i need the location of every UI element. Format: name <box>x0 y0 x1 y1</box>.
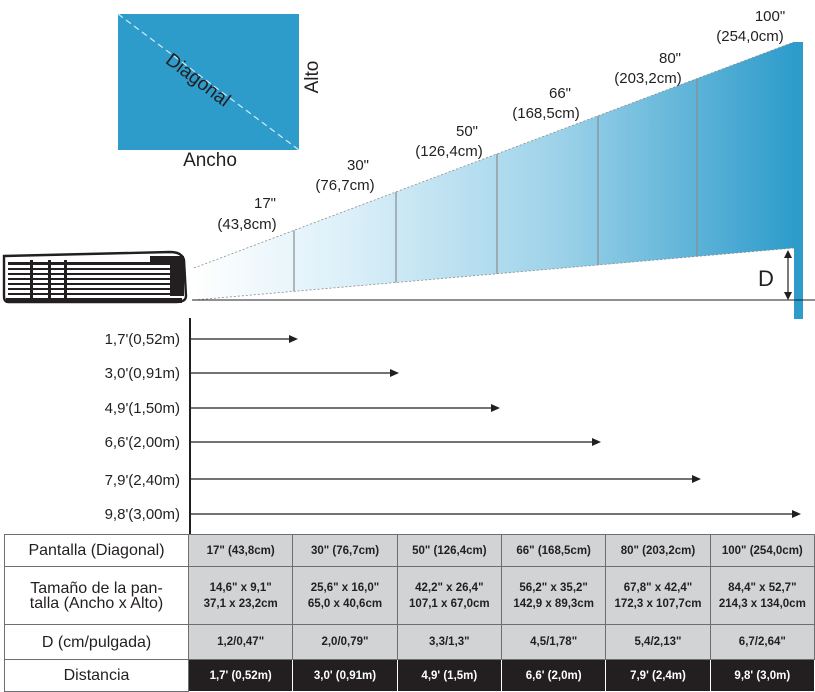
table-cell: 3,3/1,3" <box>396 624 502 660</box>
size-inches: 25,6" x 16,0" <box>310 581 380 594</box>
table-cell: 17" (43,8cm) <box>187 534 294 567</box>
beam-top-edge <box>193 41 795 269</box>
table-cell: 56,2" x 35,2" 142,9 x 89,3cm <box>500 566 607 625</box>
screen-metric-label: (168,5cm) <box>512 105 580 122</box>
table-cell: 67,8" x 42,4" 172,3 x 107,7cm <box>605 566 711 625</box>
row-header-size-line: talla (Ancho x Alto) <box>29 594 164 612</box>
table-cell: 1,2/0,47" <box>187 624 294 660</box>
screen-size-label: 100" <box>755 8 785 25</box>
projection-diagram: Diagonal Alto Ancho D 17" (43,8cm) 30" (… <box>2 8 815 534</box>
table-row: Distancia 1,7' (0,52m) 3,0' (0,91m) 4,9'… <box>4 659 815 692</box>
table-cell: 1,7' (0,52m) <box>187 659 294 692</box>
row-header-distance: Distancia <box>4 659 189 692</box>
distance-label: 4,9'(1,50m) <box>105 400 180 417</box>
d-offset-indicator: D <box>758 250 792 300</box>
distance-arrow-head <box>592 438 601 446</box>
table-cell: 25,6" x 16,0" 65,0 x 40,6cm <box>292 566 398 625</box>
size-cm: 142,9 x 89,3cm <box>513 597 594 610</box>
table-cell: 66" (168,5cm) <box>500 534 607 567</box>
screen-size-label: 17" <box>254 195 276 212</box>
projection-beam <box>193 41 795 301</box>
table-cell: 5,4/2,13" <box>605 624 711 660</box>
screen-size-label: 80" <box>659 50 681 67</box>
screen-dividers <box>293 78 698 292</box>
size-inches: 14,6" x 9,1" <box>209 581 272 594</box>
screen-size-labels: 17" (43,8cm) 30" (76,7cm) 50" (126,4cm) … <box>217 8 785 233</box>
screen-size-label: 66" <box>549 85 571 102</box>
d-label: D <box>758 266 774 291</box>
table-cell: 42,2" x 26,4" 107,1 x 67,0cm <box>396 566 502 625</box>
table-cell: 80" (203,2cm) <box>605 534 711 567</box>
screen-illustration: Diagonal Alto Ancho <box>117 13 323 171</box>
height-label: Alto <box>302 61 323 94</box>
wall-bar <box>794 42 803 319</box>
size-cm: 37,1 x 23,2cm <box>203 597 278 610</box>
distance-label: 7,9'(2,40m) <box>105 472 180 489</box>
screen-size-label: 50" <box>456 123 478 140</box>
screen-metric-label: (76,7cm) <box>315 177 374 194</box>
screen-metric-label: (126,4cm) <box>415 143 483 160</box>
screen-metric-label: (43,8cm) <box>217 216 276 233</box>
row-header-size: Tamaño de la pan- talla (Ancho x Alto) <box>4 566 189 625</box>
table-cell: 4,5/1,78" <box>500 624 607 660</box>
table-cell: 6,7/2,64" <box>709 624 815 660</box>
size-cm: 65,0 x 40,6cm <box>307 597 383 610</box>
width-label: Ancho <box>183 150 237 171</box>
table-row: Pantalla (Diagonal) 17" (43,8cm) 30" (76… <box>4 534 815 567</box>
distance-label: 3,0'(0,91m) <box>105 365 180 382</box>
distance-arrow-head <box>491 404 500 412</box>
table-row: Tamaño de la pan- talla (Ancho x Alto) 1… <box>4 566 815 625</box>
table-cell: 14,6" x 9,1" 37,1 x 23,2cm <box>187 566 294 625</box>
table-cell: 3,0' (0,91m) <box>292 659 398 692</box>
distance-label: 6,6'(2,00m) <box>105 434 180 451</box>
table-cell: 100" (254,0cm) <box>709 534 815 567</box>
size-cm: 107,1 x 67,0cm <box>409 597 490 610</box>
size-inches: 42,2" x 26,4" <box>415 581 484 594</box>
distance-arrow-head <box>692 475 701 483</box>
size-cm: 214,3 x 134,0cm <box>718 597 806 610</box>
row-header-diagonal: Pantalla (Diagonal) <box>4 534 189 567</box>
screen-size-label: 30" <box>347 157 369 174</box>
table-cell: 50" (126,4cm) <box>396 534 502 567</box>
row-header-size-line: Tamaño de la pan- <box>30 579 163 597</box>
table-cell: 7,9' (2,4m) <box>605 659 711 692</box>
beam-area <box>194 42 794 300</box>
size-inches: 67,8" x 42,4" <box>623 581 693 594</box>
table-cell: 2,0/0,79" <box>292 624 398 660</box>
projector-icon <box>2 250 188 304</box>
specification-table: Pantalla (Diagonal) 17" (43,8cm) 30" (76… <box>4 534 815 692</box>
table-row: D (cm/pulgada) 1,2/0,47" 2,0/0,79" 3,3/1… <box>4 624 815 660</box>
distance-arrow-head <box>289 335 298 343</box>
row-header-d: D (cm/pulgada) <box>4 624 189 660</box>
distance-label: 9,8'(3,00m) <box>105 506 180 523</box>
distance-label: 1,7'(0,52m) <box>105 331 180 348</box>
table-cell: 6,6' (2,0m) <box>500 659 607 692</box>
distance-arrows: 1,7'(0,52m) 3,0'(0,91m) 4,9'(1,50m) 6,6'… <box>105 331 801 523</box>
screen-metric-label: (254,0cm) <box>716 28 784 45</box>
distance-arrow-head <box>792 510 801 518</box>
size-inches: 56,2" x 35,2" <box>519 581 588 594</box>
table-cell: 4,9' (1,5m) <box>396 659 502 692</box>
table-cell: 9,8' (3,0m) <box>709 659 815 692</box>
table-cell: 30" (76,7cm) <box>292 534 398 567</box>
diagonal-line <box>117 13 300 151</box>
table-cell: 84,4" x 52,7" 214,3 x 134,0cm <box>709 566 815 625</box>
distance-arrow-head <box>390 369 399 377</box>
size-inches: 84,4" x 52,7" <box>728 581 797 594</box>
size-cm: 172,3 x 107,7cm <box>614 597 702 610</box>
screen-metric-label: (203,2cm) <box>614 70 682 87</box>
